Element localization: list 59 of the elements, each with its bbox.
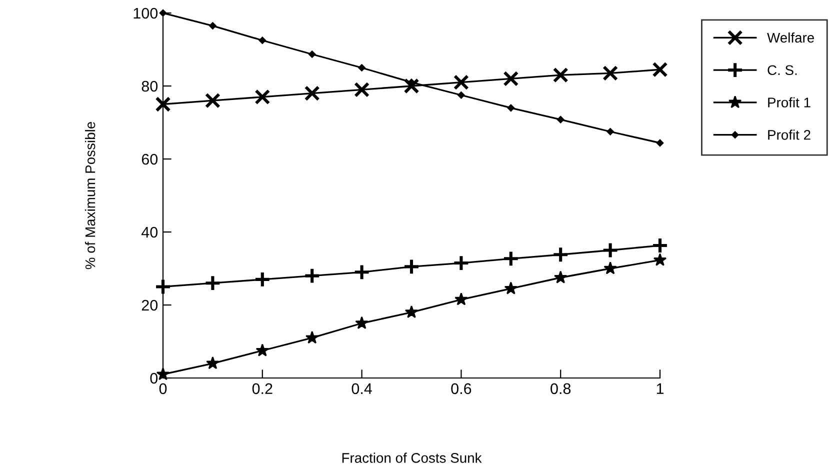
legend-label: C. S. — [768, 65, 797, 76]
x-tick-label: 0.8 — [550, 383, 571, 394]
point — [305, 330, 319, 344]
point — [254, 89, 270, 105]
x-tick-label: 0.4 — [352, 383, 372, 394]
point — [604, 262, 617, 274]
point — [602, 242, 619, 259]
point — [606, 128, 614, 136]
point — [452, 254, 470, 272]
point — [155, 96, 171, 112]
point — [652, 237, 668, 254]
point — [404, 305, 418, 318]
point — [652, 62, 668, 78]
point — [403, 258, 420, 276]
y-tick-label: 60 — [142, 154, 158, 165]
point — [353, 264, 370, 281]
point — [552, 67, 568, 83]
x-tick-label: 1 — [656, 383, 664, 394]
point — [458, 91, 465, 99]
point — [656, 139, 664, 147]
point — [304, 267, 321, 284]
point — [256, 344, 270, 356]
point — [304, 86, 320, 102]
y-tick-label: 100 — [134, 8, 158, 19]
x-axis-title: Fraction of Costs Sunk — [342, 452, 482, 463]
point — [358, 64, 366, 72]
point — [454, 292, 468, 306]
point — [154, 278, 172, 296]
y-tick-label: 40 — [142, 226, 158, 238]
point — [503, 70, 519, 86]
point — [206, 356, 220, 370]
y-tick-label: 20 — [142, 300, 158, 311]
legend-label: Profit 1 — [768, 97, 810, 108]
y-tick-label: 0 — [150, 372, 158, 384]
point — [502, 250, 520, 268]
point — [354, 82, 370, 98]
legend-label: Welfare — [767, 32, 814, 43]
point — [308, 50, 316, 58]
point — [653, 253, 667, 266]
point — [552, 246, 570, 264]
point — [504, 282, 518, 294]
point — [204, 274, 222, 292]
x-tick-label: 0.6 — [451, 383, 472, 394]
point — [355, 316, 368, 329]
legend-label: Profit 2 — [768, 130, 810, 140]
point — [453, 74, 469, 90]
y-tick-label: 80 — [142, 80, 158, 92]
point — [254, 270, 271, 288]
x-tick-label: 0.2 — [252, 383, 272, 394]
point — [258, 36, 266, 44]
y-axis-title: % of Maximum Possible — [84, 122, 96, 270]
point — [204, 92, 220, 108]
point — [507, 104, 515, 112]
point — [209, 22, 216, 30]
point — [602, 65, 618, 82]
point — [556, 116, 564, 124]
point — [554, 270, 568, 284]
x-tick-label: 0 — [159, 383, 167, 394]
point — [404, 78, 420, 94]
